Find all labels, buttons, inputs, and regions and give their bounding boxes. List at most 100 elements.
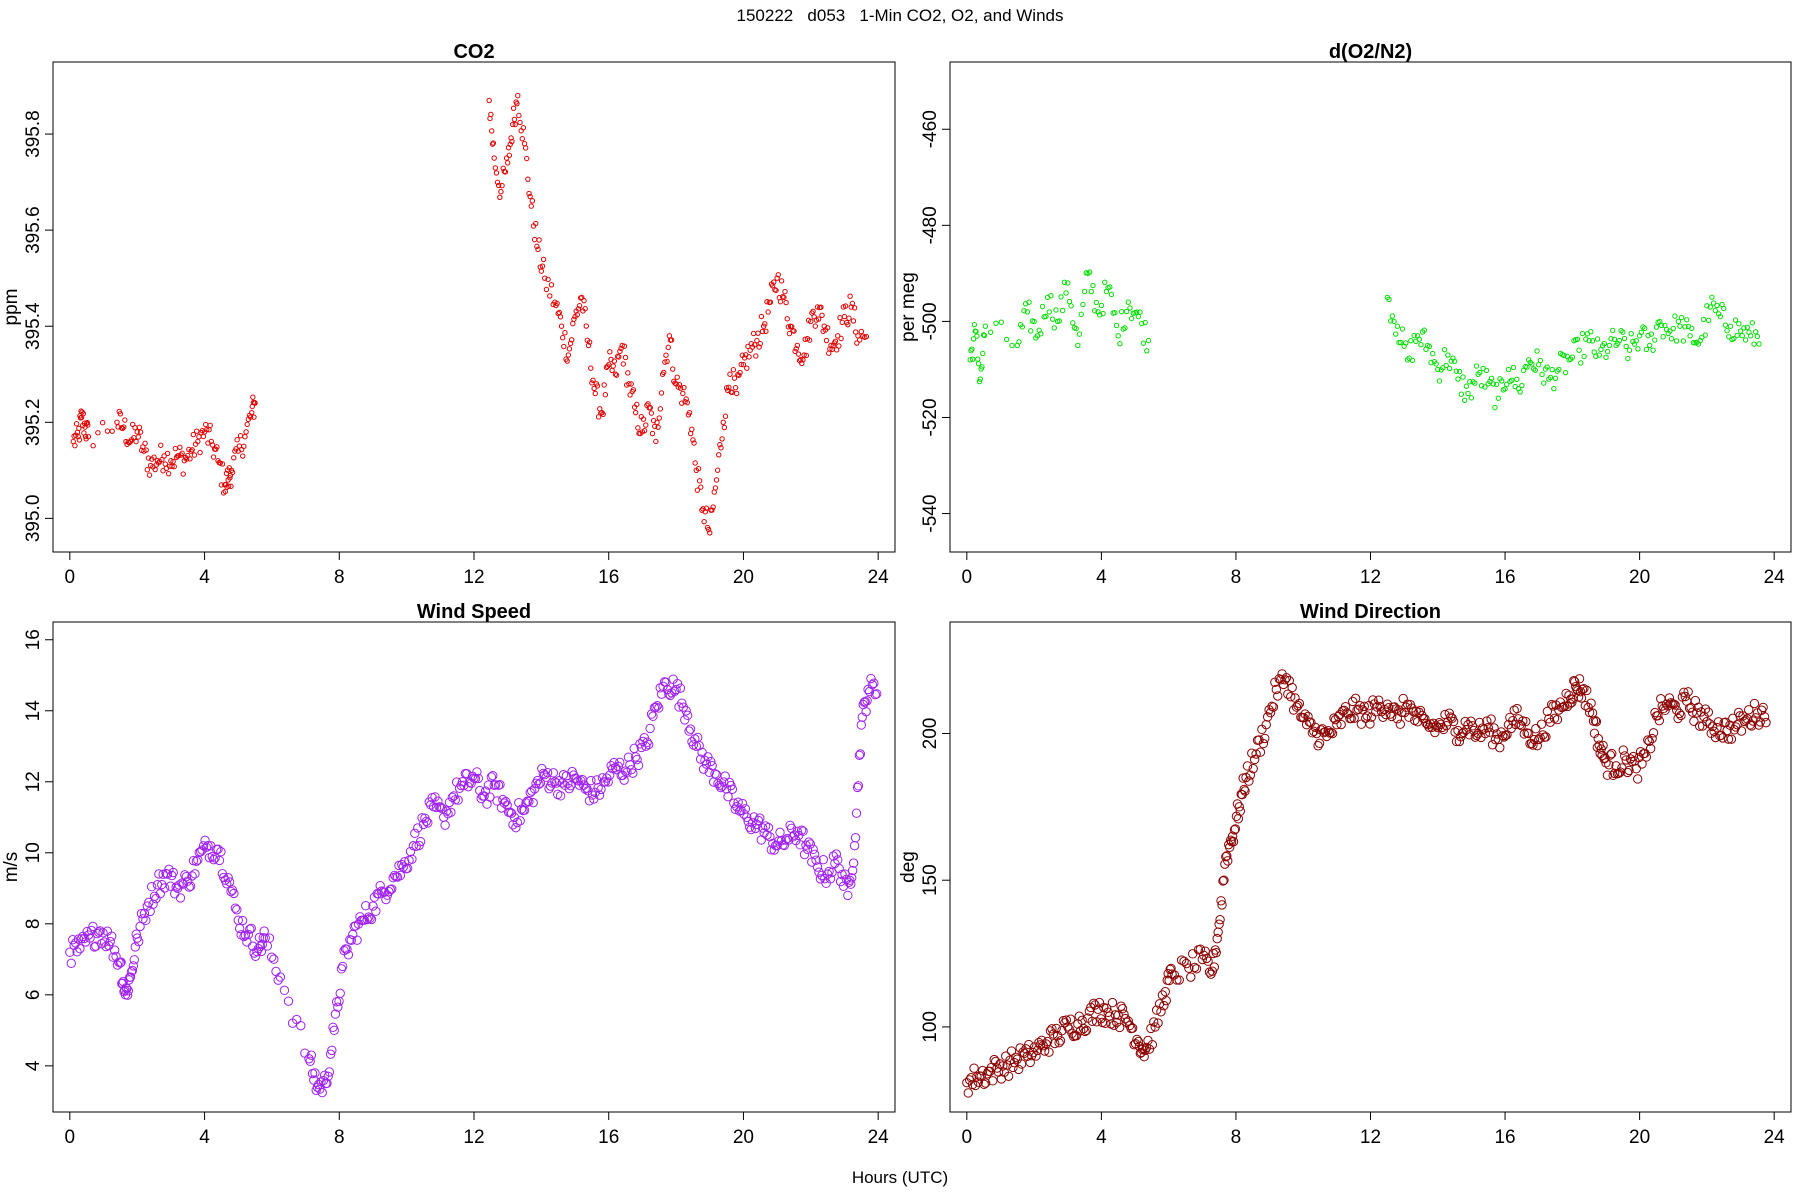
- co2-point: [132, 424, 138, 431]
- wind-direction-point: [1283, 689, 1293, 699]
- wind-direction-point: [973, 1077, 984, 1087]
- co2-point: [653, 438, 659, 445]
- co2-point: [670, 366, 676, 372]
- wind-speed-point: [98, 928, 108, 938]
- wind-direction-x-tick-label: 16: [1494, 1127, 1515, 1148]
- o2-point: [976, 378, 983, 385]
- wind-direction-point: [980, 1078, 991, 1088]
- o2-point: [1608, 336, 1614, 342]
- co2-point: [144, 467, 151, 473]
- co2-point: [622, 354, 629, 361]
- co2-point: [625, 370, 631, 376]
- co2-point: [243, 429, 249, 435]
- wind-speed-point: [872, 689, 882, 699]
- o2-point: [1490, 381, 1496, 387]
- o2-point: [1707, 304, 1713, 310]
- wind-direction-point: [1267, 701, 1277, 711]
- o2-point: [1731, 335, 1737, 342]
- o2-point: [1123, 308, 1130, 315]
- co2-point: [734, 390, 740, 397]
- co2-point: [528, 203, 534, 209]
- co2-point: [759, 328, 766, 335]
- wind-speed-point: [246, 923, 256, 934]
- co2-point: [731, 375, 738, 381]
- wind-speed-point: [625, 760, 635, 770]
- wind-direction-point: [1593, 733, 1603, 744]
- wind-speed-point: [862, 696, 872, 706]
- wind-direction-point: [1670, 700, 1680, 710]
- wind-speed-point: [230, 903, 241, 913]
- wind-direction-point: [1521, 716, 1531, 727]
- wind-speed-point: [122, 990, 133, 1000]
- wind-speed-point: [603, 777, 613, 787]
- wind-speed-point: [306, 1050, 317, 1060]
- co2-y-tick-label: 395.8: [23, 110, 44, 158]
- co2-point: [99, 419, 106, 426]
- co2-point: [508, 135, 514, 141]
- o2-point: [1031, 318, 1037, 325]
- o2-point: [1498, 378, 1505, 384]
- co2-point: [495, 182, 502, 189]
- wind-direction-point: [995, 1059, 1005, 1069]
- co2-point: [497, 194, 503, 201]
- wind-direction-point: [1147, 1040, 1158, 1050]
- co2-point: [195, 438, 201, 445]
- co2-point: [607, 349, 613, 355]
- wind-speed-point: [527, 786, 537, 796]
- wind-direction-point: [1605, 750, 1616, 760]
- wind-direction-point: [1076, 1026, 1086, 1036]
- co2-point: [835, 333, 841, 339]
- o2-point: [1403, 340, 1409, 346]
- o2-point: [1569, 354, 1576, 360]
- co2-point: [119, 425, 126, 432]
- wind-speed-point: [175, 893, 186, 903]
- wind-direction-point: [1268, 702, 1279, 712]
- wind-speed-point: [125, 972, 136, 982]
- o2-point: [1026, 299, 1032, 305]
- co2-point: [837, 314, 843, 321]
- o2-point: [1122, 325, 1128, 331]
- o2-point: [1075, 342, 1081, 349]
- wind-speed-point: [672, 678, 683, 689]
- co2-point: [588, 365, 594, 371]
- wind-speed-point: [747, 818, 758, 828]
- wind-direction-y-axis-label: deg: [898, 851, 919, 883]
- co2-point: [146, 472, 153, 478]
- wind-direction-point: [1159, 1000, 1169, 1011]
- wind-speed-point: [275, 972, 286, 982]
- wind-direction-point: [1009, 1057, 1020, 1068]
- wind-direction-point: [1542, 706, 1553, 717]
- co2-point: [514, 100, 520, 107]
- o2-point: [1096, 312, 1103, 318]
- wind-direction-point: [1025, 1057, 1035, 1068]
- wind-direction-point: [1437, 722, 1447, 733]
- wind-direction-point: [1477, 723, 1488, 733]
- co2-point: [516, 112, 522, 119]
- wind-speed-point: [69, 940, 79, 951]
- wind-speed-point: [710, 769, 720, 779]
- wind-direction-point: [1749, 698, 1760, 709]
- o2-point: [1065, 280, 1071, 286]
- o2-y-tick-label: -520: [920, 398, 941, 436]
- wind-speed-point: [602, 773, 612, 783]
- o2-point: [1712, 307, 1719, 314]
- co2-point: [785, 324, 792, 330]
- wind-direction-point: [1590, 715, 1601, 726]
- o2-point: [1534, 348, 1540, 354]
- o2-point: [974, 333, 980, 339]
- wind-speed-point: [727, 784, 738, 794]
- wind-direction-point: [1213, 927, 1223, 937]
- co2-point: [241, 443, 247, 450]
- co2-point: [492, 165, 499, 171]
- wind-speed-point: [846, 873, 857, 883]
- wind-speed-point: [453, 795, 463, 805]
- wind-direction-point: [1427, 722, 1437, 732]
- o2-point: [1648, 331, 1655, 337]
- wind-direction-point: [1151, 1005, 1162, 1015]
- wind-direction-point: [1273, 691, 1283, 701]
- wind-speed-point: [593, 782, 603, 793]
- co2-point: [863, 333, 870, 340]
- o2-point: [1652, 337, 1658, 343]
- wind-speed-point: [279, 985, 290, 996]
